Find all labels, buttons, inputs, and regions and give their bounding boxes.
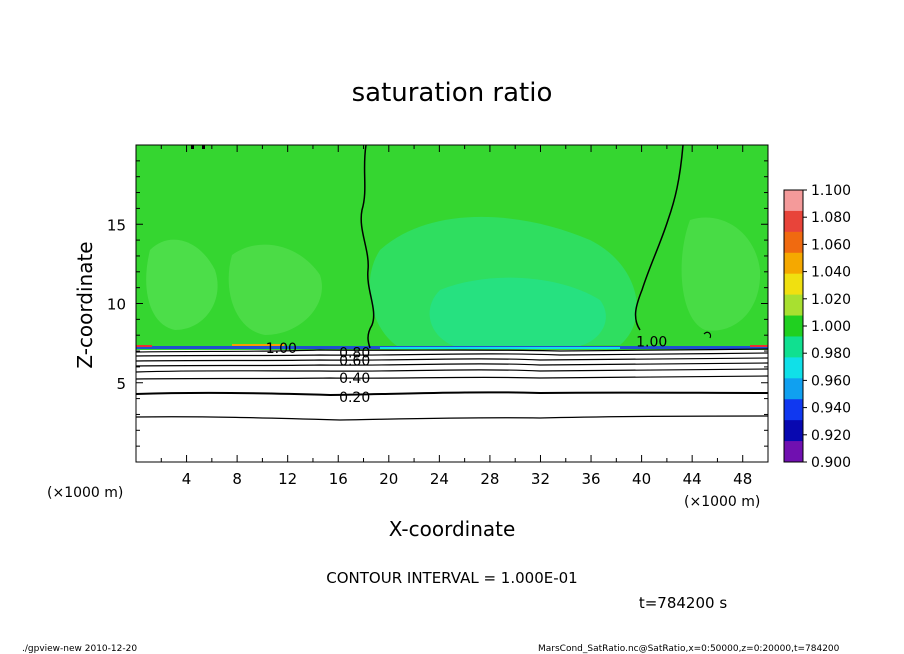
contour-line-left [360,145,375,349]
colorbar-swatch [784,441,803,463]
boundary-band-red [136,345,152,347]
colorbar: 1.100 1.080 1.060 1.040 1.020 1.000 0.980 0.960… [783,183,851,471]
time-text: t=784200 s [639,594,727,612]
colorbar-swatch [784,210,803,233]
colorbar-swatch [784,273,803,296]
colorbar-swatch [784,378,803,400]
field-patch-light [228,244,322,335]
x-unit-label-left: (×1000 m) [47,485,123,501]
colorbar-label: 0.900 [811,455,851,471]
x-tick-label: 20 [379,470,398,488]
contour-line [136,357,768,362]
colorbar-swatch [784,420,803,442]
contour-line [136,352,768,357]
plot-area [136,145,768,462]
contour-line [136,348,768,353]
colorbar-label: 0.980 [811,346,851,362]
marker [202,145,205,149]
contour-interval-text: CONTOUR INTERVAL = 1.000E-01 [326,569,577,587]
colorbar-swatch [784,336,803,358]
x-unit-label-right: (×1000 m) [684,494,760,510]
colorbar-swatch [784,294,803,317]
boundary-band-cyan [380,347,620,349]
colorbar-label: 1.100 [811,183,851,199]
x-axis: 4 8 12 16 20 24 28 32 36 40 44 48 [160,145,752,488]
boundary-band-orange [232,344,284,346]
source-text: MarsCond_SatRatio.nc@SatRatio,x=0:50000,… [538,644,840,654]
x-tick-label: 12 [278,470,297,488]
contour-line [136,415,768,421]
y-axis-label: Z-coordinate [73,241,97,368]
boundary-band-red [750,345,768,347]
contour-label: 0.20 [339,390,370,406]
contour-lines [136,348,768,421]
colorbar-label: 1.020 [811,292,851,308]
x-tick-label: 48 [733,470,752,488]
contour-line-small [703,331,712,339]
colorbar-swatch [784,399,803,421]
contour-lines-saturated [360,145,712,349]
colorbar-swatch [784,357,803,379]
colorbar-swatch [784,190,803,212]
x-axis-label: X-coordinate [389,517,516,541]
y-axis: 5 10 15 [107,160,768,447]
contour-label: 0.80 [339,346,370,362]
x-tick-label: 8 [232,470,242,488]
contour-line [136,375,768,380]
marker [191,145,194,149]
colorbar-label: 1.080 [811,210,851,226]
field-patch-cyan [429,277,606,348]
colorbar-swatch [784,252,803,275]
field-patch-light [146,239,218,330]
y-tick-label: 5 [116,375,126,393]
x-tick-label: 40 [632,470,651,488]
contour-label: 1.00 [636,335,667,351]
dry-region [136,350,768,462]
y-tick-label: 10 [107,296,126,314]
colorbar-label: 1.040 [811,265,851,281]
contour-line-right [634,145,684,331]
colorbar-swatch [784,231,803,254]
colorbar-swatch [784,315,803,337]
x-tick-label: 36 [581,470,600,488]
contour-label: 0.40 [339,371,370,387]
program-text: ./gpview-new 2010-12-20 [22,644,137,654]
chart-title: saturation ratio [352,78,553,108]
x-tick-label: 4 [182,470,192,488]
contour-label: 1.00 [266,341,297,357]
x-tick-label: 44 [683,470,702,488]
colorbar-label: 1.000 [811,319,851,335]
colorbar-label: 0.960 [811,373,851,389]
colorbar-label: 0.920 [811,428,851,444]
contour-line [136,368,768,373]
contour-label: 0.60 [339,354,370,370]
contour-line [136,362,768,367]
contour-labels: 1.00 0.800.600.40 0.20 1.00 [266,335,668,406]
x-tick-label: 32 [531,470,550,488]
field-patch-light [681,217,761,331]
contour-line [136,391,768,397]
colorbar-label: 0.940 [811,401,851,417]
x-tick-label: 24 [430,470,449,488]
x-tick-label: 16 [329,470,348,488]
x-tick-label: 28 [480,470,499,488]
colorbar-label: 1.060 [811,237,851,253]
y-tick-label: 15 [107,216,126,234]
